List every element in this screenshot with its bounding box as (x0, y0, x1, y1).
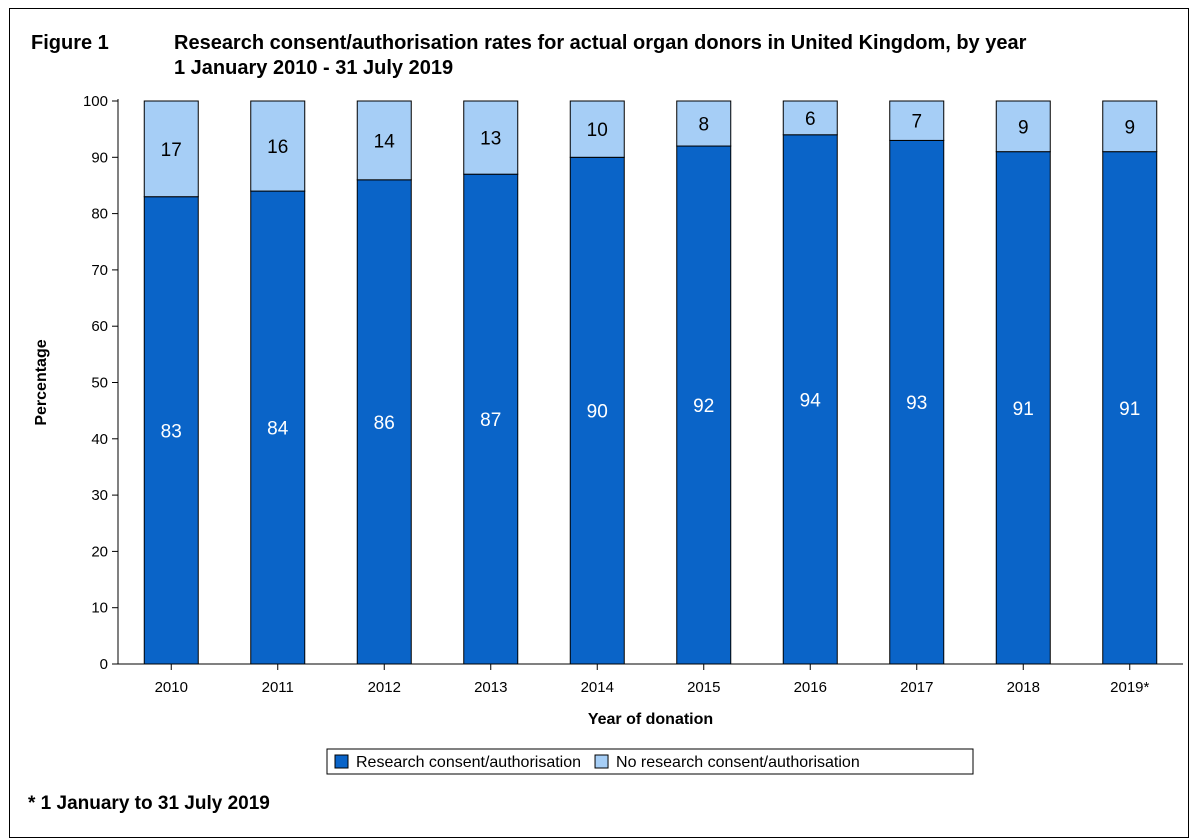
x-tick-label: 2015 (687, 679, 720, 696)
x-tick-label: 2013 (474, 679, 507, 696)
bar-research-consent (463, 173, 519, 665)
bar-research-consent (782, 134, 838, 665)
bar-research-consent (569, 156, 625, 665)
bar-research-consent (676, 145, 732, 665)
data-label: 83 (161, 421, 182, 442)
legend-box (326, 748, 974, 775)
bar-no-research-consent (463, 100, 519, 175)
legend-swatch-no-research-consent (594, 754, 609, 769)
bar-no-research-consent (676, 100, 732, 147)
data-label: 93 (906, 393, 927, 414)
data-label: 94 (800, 390, 822, 411)
bar-no-research-consent (889, 100, 945, 141)
x-tick-label: 2014 (581, 679, 614, 696)
y-tick-label: 50 (91, 375, 108, 392)
x-tick-label: 2019* (1110, 679, 1149, 696)
data-label: 92 (693, 396, 714, 417)
legend-label-research-consent: Research consent/authorisation (356, 754, 581, 771)
data-label: 9 (1018, 117, 1029, 138)
bar-research-consent (143, 196, 199, 665)
y-tick-label: 40 (91, 431, 108, 448)
data-label: 91 (1119, 399, 1140, 420)
data-label: 6 (805, 109, 816, 130)
bar-research-consent (1102, 151, 1158, 665)
legend-swatch-research-consent (334, 754, 349, 769)
data-label: 17 (161, 140, 182, 161)
bar-no-research-consent (569, 100, 625, 158)
chart-title: Research consent/authorisation rates for… (174, 32, 1027, 54)
x-tick-label: 2017 (900, 679, 933, 696)
x-axis-title: Year of donation (588, 711, 713, 728)
y-tick-label: 70 (91, 262, 108, 279)
data-label: 9 (1124, 117, 1135, 138)
bar-research-consent (356, 179, 412, 665)
y-tick-label: 60 (91, 318, 108, 335)
bar-no-research-consent (995, 100, 1051, 153)
figure-label: Figure 1 (31, 32, 109, 54)
bar-research-consent (889, 139, 945, 665)
y-tick-label: 90 (91, 149, 108, 166)
y-tick-label: 100 (83, 93, 108, 110)
legend-label-no-research-consent: No research consent/authorisation (616, 754, 860, 771)
y-tick-label: 0 (100, 656, 108, 673)
data-label: 7 (911, 112, 922, 133)
data-label: 90 (587, 402, 608, 423)
bar-no-research-consent (143, 100, 199, 198)
x-tick-label: 2010 (155, 679, 188, 696)
bar-no-research-consent (356, 100, 412, 181)
x-tick-label: 2012 (368, 679, 401, 696)
y-tick-label: 80 (91, 206, 108, 223)
data-label: 13 (480, 129, 501, 150)
data-label: 8 (698, 115, 709, 136)
data-label: 91 (1013, 399, 1034, 420)
bar-no-research-consent (250, 100, 306, 192)
x-tick-label: 2011 (262, 679, 294, 696)
y-axis-title: Percentage (33, 339, 50, 425)
y-tick-label: 20 (91, 543, 108, 560)
data-label: 10 (587, 120, 608, 141)
data-label: 16 (267, 137, 288, 158)
bar-research-consent (995, 151, 1051, 665)
bar-no-research-consent (1102, 100, 1158, 153)
bar-research-consent (250, 190, 306, 665)
data-label: 86 (374, 413, 395, 434)
x-tick-label: 2016 (794, 679, 827, 696)
footnote: * 1 January to 31 July 2019 (28, 793, 270, 814)
data-label: 87 (480, 410, 501, 431)
data-label: 84 (267, 419, 289, 440)
y-tick-label: 10 (91, 600, 108, 617)
x-tick-label: 2018 (1007, 679, 1040, 696)
chart-subtitle: 1 January 2010 - 31 July 2019 (174, 57, 454, 79)
bar-no-research-consent (782, 100, 838, 136)
y-tick-label: 30 (91, 487, 108, 504)
data-label: 14 (374, 131, 396, 152)
